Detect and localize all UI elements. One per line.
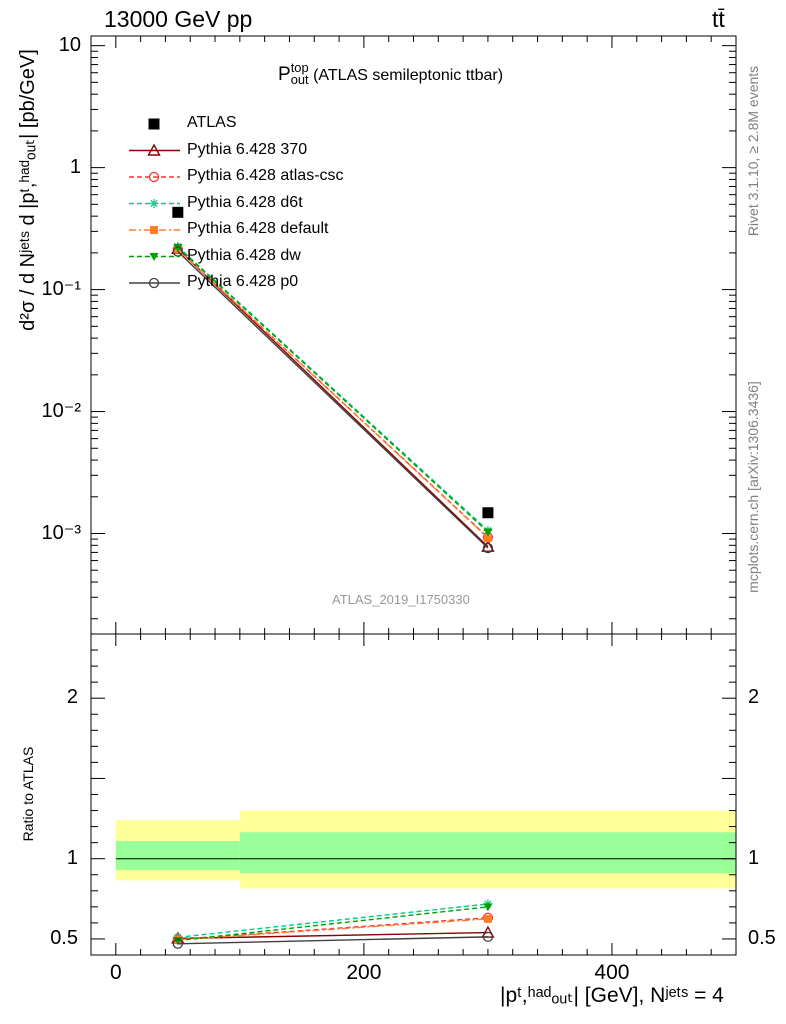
- x-tick-label: 200: [346, 961, 382, 984]
- legend-entry-label: Pythia 6.428 d6t: [187, 193, 303, 211]
- legend-marker-3: [149, 199, 159, 208]
- main-title-superscript: top: [290, 60, 309, 75]
- ratio-series-line-4: [177, 906, 488, 942]
- main-point: [172, 206, 184, 218]
- main-title-subscript: out: [290, 71, 309, 87]
- legend-marker-1: [147, 143, 161, 156]
- ratio-y-tick-label: 1: [66, 846, 78, 869]
- legend-entry-label: ATLAS: [187, 114, 237, 131]
- y-tick-label: 10⁻¹: [41, 277, 81, 300]
- main-point: [483, 533, 492, 542]
- ratio-point: [483, 914, 492, 923]
- ratio-frame: [90, 633, 737, 956]
- main-title-text: (ATLAS semileptonic ttbar): [308, 66, 504, 84]
- legend-entry-label: Pythia 6.428 dw: [187, 246, 301, 264]
- process-label: tt̄: [712, 6, 725, 32]
- main-series-line-5: [177, 246, 489, 533]
- ratio-series-line-2: [177, 903, 488, 939]
- main-series-line-1: [177, 248, 489, 548]
- main-series-line-4: [177, 248, 489, 539]
- source-label: mcplots.cern.ch [arXiv:1306.3436]: [745, 381, 761, 593]
- legend-markers: [129, 118, 180, 289]
- legend-marker-0: [148, 118, 160, 130]
- ratio-y-tick-label-right: 2: [748, 686, 760, 709]
- main-title-symbol: P: [278, 63, 291, 85]
- legend-entry-label: Pythia 6.428 370: [187, 140, 308, 158]
- ratio-uncertainty-bands: [115, 810, 736, 889]
- rivet-version-label: Rivet 3.1.10, ≥ 2.8M events: [745, 65, 761, 237]
- main-axes: [90, 35, 737, 635]
- legend-marker-4: [150, 226, 158, 234]
- ratio-series-line-3: [177, 918, 488, 941]
- main-point: [483, 528, 493, 537]
- main-point: [482, 507, 494, 519]
- ratio-point: [482, 931, 494, 943]
- ratio-y-tick-label: 2: [66, 686, 78, 709]
- ratio-y-tick-label-right: 1: [748, 846, 760, 869]
- band-inner-1: [239, 832, 736, 874]
- legend-entry-label: Pythia 6.428 default: [187, 220, 329, 237]
- main-point: [482, 542, 494, 554]
- main-series-group: [171, 206, 495, 554]
- x-tick-label: 400: [594, 961, 630, 984]
- ratio-point: [172, 938, 183, 949]
- ratio-y-tick-label-right: 0.5: [748, 926, 776, 949]
- ratio-series-group: [171, 899, 495, 949]
- ratio-y-tick-label: 0.5: [50, 926, 78, 949]
- ratio-point: [173, 937, 183, 946]
- legend-marker-6: [148, 277, 160, 289]
- ratio-axes: [90, 633, 737, 956]
- main-series-line-6: [177, 251, 489, 549]
- star-arm: [150, 199, 158, 208]
- legend-marker-2: [148, 171, 160, 183]
- main-series-line-3: [177, 246, 489, 531]
- y-tick-label: 10⁻³: [41, 521, 81, 544]
- energy-label: 13000 GeV pp: [104, 6, 253, 32]
- ratio-series-line-5: [177, 936, 488, 945]
- analysis-watermark: ATLAS_2019_I1750330: [332, 592, 470, 607]
- x-axis-label: |pᵗ,ʰᵃᵈₒᵤₜ| [GeV], Nʲᵉᵗˢ = 4: [500, 984, 724, 1007]
- band-inner-0: [115, 841, 240, 870]
- legend-entry-label: Pythia 6.428 atlas-csc: [187, 167, 344, 184]
- x-tick-label: 0: [109, 961, 122, 984]
- legend-marker-5: [149, 253, 159, 261]
- ratio-point: [483, 903, 493, 912]
- legend-entry-label: Pythia 6.428 p0: [187, 273, 299, 290]
- ratio-y-axis-label: Ratio to ATLAS: [20, 746, 36, 842]
- main-point: [173, 243, 183, 252]
- main-y-axis-label: d²σ / d Nʲᵉᵗˢ d |pᵗ,ʰᵃᵈₒᵤₜ| [pb/GeV]: [17, 49, 39, 331]
- y-tick-label: 1: [69, 155, 81, 178]
- ratio-series-line-0: [177, 931, 488, 940]
- y-tick-label: 10⁻²: [41, 399, 81, 422]
- y-tick-label: 10: [58, 33, 81, 56]
